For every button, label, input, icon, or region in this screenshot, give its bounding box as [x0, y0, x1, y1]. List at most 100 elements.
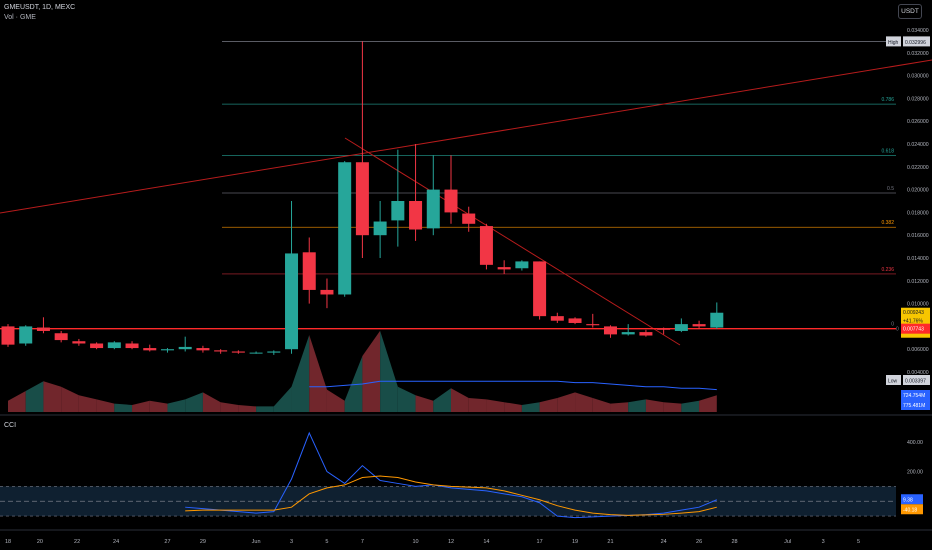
candle-body	[90, 343, 104, 349]
cci-value-tag	[901, 504, 923, 515]
candle-body	[639, 332, 653, 336]
volume-area-segment	[610, 402, 629, 412]
last-price-value: 0.009243	[903, 310, 924, 316]
price-axis-tick: 0.012000	[907, 279, 929, 285]
candle-body	[444, 189, 458, 213]
time-axis-tick: 27	[164, 539, 170, 545]
candle-body	[231, 351, 245, 353]
volume-area-segment	[96, 399, 115, 412]
candle-body	[479, 226, 493, 265]
cci-axis-tick: 400.00	[907, 440, 923, 446]
price-axis-tick: 0.014000	[907, 256, 929, 262]
volume-area-segment	[362, 330, 381, 412]
volume-area-segment	[486, 399, 505, 412]
volume-area-segment	[273, 386, 292, 412]
time-axis-tick: 29	[200, 539, 206, 545]
volume-area-segment	[451, 388, 469, 412]
volume-area-segment	[256, 406, 274, 412]
volume-area-segment	[78, 395, 97, 412]
price-axis-tick: 0.010000	[907, 302, 929, 308]
cci-indicator-label: CCI	[4, 422, 17, 429]
fib-level-label: 0.786	[881, 97, 894, 103]
cci-value-label: -40.18	[903, 507, 917, 513]
time-axis-tick: 17	[537, 539, 543, 545]
price-axis-tick: 0.006000	[907, 347, 929, 353]
volume-ma-value: 775.481M	[903, 403, 925, 409]
volume-area-segment	[114, 403, 133, 412]
candle-body	[391, 201, 405, 221]
candle-body	[497, 267, 511, 270]
candle-body	[426, 189, 440, 229]
price-axis-tick: 0.016000	[907, 233, 929, 239]
fib-zero-label: 0	[896, 327, 899, 333]
volume-ma-tag	[901, 390, 930, 400]
candle-body	[36, 327, 50, 331]
volume-ma-value: 724.754M	[903, 393, 925, 399]
fib-level-label: 0.236	[881, 267, 894, 273]
price-axis-tick: 0.020000	[907, 188, 929, 194]
candle-body	[285, 253, 299, 350]
time-axis-tick: 5	[325, 539, 328, 545]
cci-series-line	[185, 475, 717, 516]
support-price-tag	[901, 323, 930, 334]
volume-area-segment	[291, 335, 310, 412]
volume-area-segment	[167, 399, 186, 412]
support-price-value: 0.007743	[903, 327, 924, 333]
price-axis-tick: 0.004000	[907, 370, 929, 376]
volume-area-segment	[43, 381, 62, 412]
time-axis-tick: 14	[483, 539, 489, 545]
candle-body	[196, 348, 210, 351]
time-axis-tick: 22	[74, 539, 80, 545]
volume-area-segment	[468, 398, 487, 412]
cci-value-tag	[901, 494, 923, 505]
volume-ma-tag	[901, 400, 930, 410]
time-axis-tick: 3	[822, 539, 825, 545]
price-axis-tick: 0.022000	[907, 165, 929, 171]
volume-area-segment	[592, 398, 611, 412]
low-value-label: 0.003397	[905, 379, 926, 385]
price-axis-tick: 0.030000	[907, 74, 929, 80]
low-tag-label: Low	[888, 379, 898, 385]
candle-body	[621, 332, 635, 335]
time-axis-tick: Jun	[252, 539, 261, 545]
candle-body	[409, 201, 423, 230]
time-axis-tick: 5	[857, 539, 860, 545]
candle-body	[603, 326, 617, 335]
high-tag-label: High	[888, 40, 899, 46]
volume-area-segment	[25, 381, 44, 412]
volume-area-segment	[504, 402, 522, 412]
candle-body	[54, 333, 68, 341]
time-axis-tick: 26	[696, 539, 702, 545]
volume-area-segment	[132, 400, 150, 412]
candle-body	[267, 351, 281, 353]
volume-area-segment	[415, 395, 434, 412]
volume-area-segment	[326, 389, 345, 412]
candle-body	[178, 346, 192, 350]
fib-level-label: 0.5	[887, 186, 894, 192]
volume-area-segment	[185, 392, 203, 412]
falling-trendline	[344, 137, 681, 346]
time-axis-tick: 24	[661, 539, 667, 545]
rising-trendline	[0, 59, 932, 214]
price-axis-tick: 0.032000	[907, 51, 929, 57]
cci-axis-tick: 200.00	[907, 470, 923, 476]
volume-area-segment	[433, 388, 451, 412]
candle-body	[355, 162, 369, 236]
volume-area-segment	[681, 400, 700, 412]
price-axis-tick: 0.026000	[907, 119, 929, 125]
volume-area-segment	[309, 335, 327, 412]
candle-body	[550, 316, 564, 321]
price-axis-tick: 0.034000	[907, 28, 929, 34]
volume-area-segment	[699, 395, 717, 412]
time-axis-tick: 7	[361, 539, 364, 545]
candle-body	[249, 352, 263, 354]
currency-button[interactable]: USDT	[898, 4, 922, 19]
candle-body	[568, 318, 582, 323]
candle-body	[143, 348, 157, 351]
candle-body	[657, 328, 671, 330]
time-axis-tick: 3	[290, 539, 293, 545]
candle-body	[674, 324, 688, 331]
time-axis-tick: Jul	[784, 539, 791, 545]
candle-body	[710, 312, 724, 328]
